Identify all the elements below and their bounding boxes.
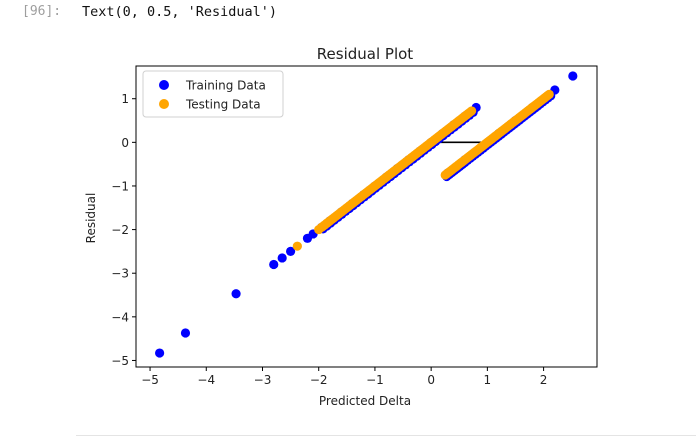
legend: Training Data Testing Data [142,70,284,118]
ticks-layer: −5 −4 −3 −2 −1 0 1 2 −5 −4 −3 −2 −1 0 1 [111,92,547,387]
x-tick-label: 1 [484,373,492,387]
training-point [155,348,165,358]
y-tick-label: 0 [121,136,129,150]
y-tick-label: 1 [121,92,129,106]
testing-point [322,218,332,228]
testing-point [467,106,477,116]
x-tick-label: 0 [427,373,435,387]
y-tick-label: −3 [111,267,129,281]
training-point [180,328,191,338]
axes-border [135,65,598,368]
testing-point [314,224,324,235]
x-tick-label: −3 [254,373,272,387]
cell-separator [76,435,696,436]
x-tick-label: −5 [141,373,159,387]
testing-point [544,89,554,99]
cell-prompt: [96]: [22,4,62,19]
chart-title: Residual Plot [317,45,414,63]
legend-testing-label: Testing Data [185,98,261,112]
legend-testing-marker [159,99,169,109]
axes-frame [135,65,598,368]
x-tick-label: −4 [197,373,215,387]
x-tick-label: 2 [540,373,548,387]
y-tick-label: −4 [111,310,129,324]
training-point [231,289,241,299]
x-tick-label: −1 [366,373,384,387]
y-axis-label: Residual [84,193,98,244]
legend-training-marker [159,80,169,90]
y-tick-label: −1 [111,179,129,193]
x-tick-label: −2 [310,373,328,387]
testing-points [292,89,554,251]
y-tick-label: −5 [111,354,129,368]
training-point [269,259,279,270]
legend-training-label: Training Data [185,79,266,93]
legend-box [142,70,284,118]
training-point [277,253,287,263]
testing-point [292,241,302,251]
training-point [286,246,296,256]
training-point [568,71,578,81]
cell-output-text: Text(0, 0.5, 'Residual') [82,4,278,20]
x-axis-label: Predicted Delta [319,394,411,408]
y-tick-label: −2 [111,223,129,237]
